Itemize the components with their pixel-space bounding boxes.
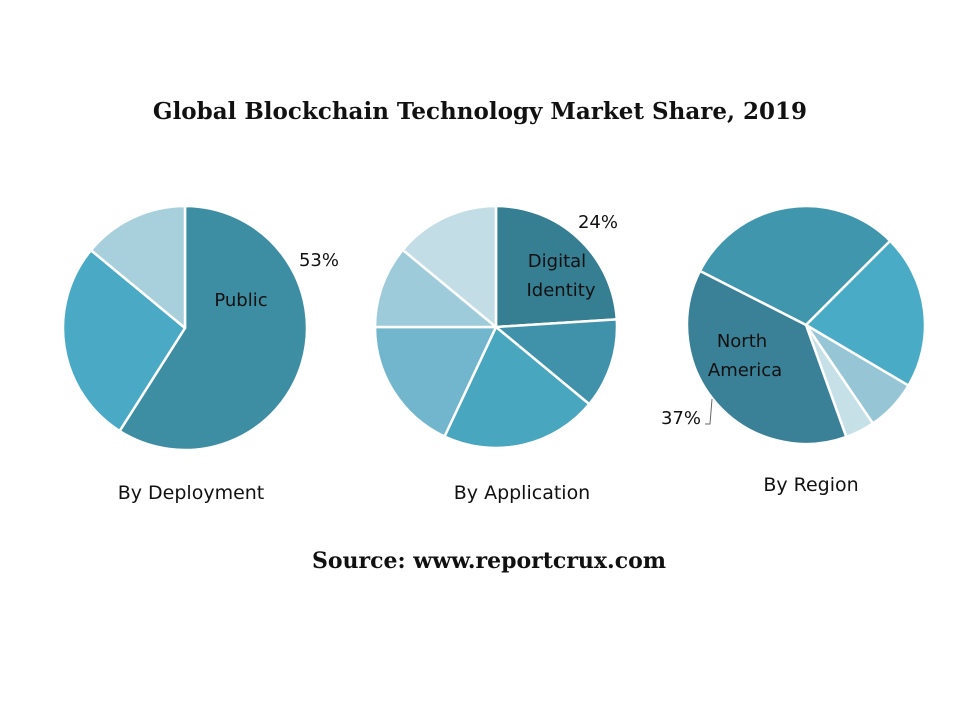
region-leader-line <box>705 398 713 425</box>
pie-by-region <box>685 204 927 446</box>
pie-slice <box>443 325 591 450</box>
application-percent-label: 24% <box>578 212 618 233</box>
region-percent-label: 37% <box>661 408 701 429</box>
pie-slice <box>698 204 892 327</box>
deployment-slice-label: Public <box>214 290 267 311</box>
pie-slice <box>494 204 619 329</box>
pie-slice <box>373 325 498 438</box>
pie-by-application <box>373 204 619 450</box>
region-caption: By Region <box>763 474 858 496</box>
pie-slice <box>373 248 498 329</box>
application-slice-label-line1: Digital <box>528 251 586 272</box>
pie-slice <box>401 204 498 329</box>
pie-slice <box>61 248 187 433</box>
pie-slice <box>89 204 187 330</box>
application-caption: By Application <box>454 482 590 504</box>
application-slice-label-line2: Identity <box>527 280 596 301</box>
region-slice-label-line2: America <box>708 360 782 381</box>
chart-title: Global Blockchain Technology Market Shar… <box>152 98 808 125</box>
deployment-percent-label: 53% <box>299 250 339 271</box>
source-note: Source: www.reportcrux.com <box>311 548 667 574</box>
pie-slice <box>685 269 848 446</box>
pie-slice <box>494 318 619 406</box>
pie-by-deployment <box>61 204 309 452</box>
pie-slice <box>804 239 927 387</box>
region-slice-label-line1: North <box>717 331 767 352</box>
deployment-caption: By Deployment <box>118 482 265 504</box>
pie-slice <box>118 204 309 452</box>
